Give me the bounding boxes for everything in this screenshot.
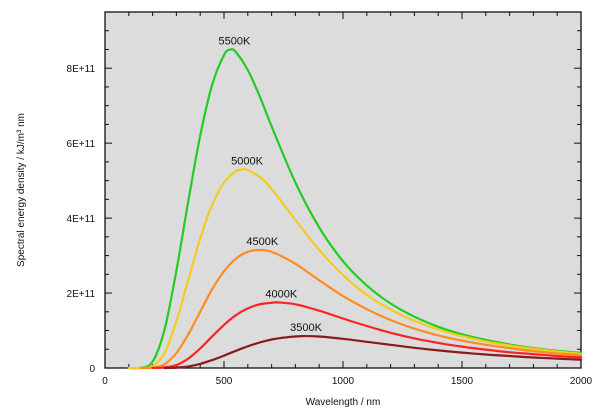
y-tick-label: 0 <box>89 364 95 375</box>
series-line-5000k <box>127 168 583 370</box>
x-tick-label: 2000 <box>570 376 593 387</box>
series-label-4500k: 4500K <box>246 236 278 248</box>
y-axis-label: Spectral energy density / kJ/m³ nm <box>16 113 27 267</box>
series-lines <box>127 48 583 370</box>
series-label-3500k: 3500K <box>290 322 322 334</box>
axis-ticks: 0 500 1000 1500 2000 0 2E+11 4E+11 6E+11 8E+11 <box>67 11 593 387</box>
x-axis-label: Wavelength / nm <box>306 397 381 408</box>
y-tick-label: 8E+11 <box>67 64 96 75</box>
series-line-3500k <box>163 334 583 370</box>
series-label-4000k: 4000K <box>265 288 297 300</box>
series-labels: 5500K 5000K 4500K 4000K 3500K <box>219 35 323 334</box>
series-label-5500k: 5500K <box>219 35 251 47</box>
y-tick-label: 2E+11 <box>67 289 96 300</box>
series-line-4500k <box>139 248 583 370</box>
series-label-5000k: 5000K <box>231 155 263 167</box>
plot-area <box>104 11 582 369</box>
y-tick-label: 6E+11 <box>67 139 96 150</box>
series-line-5500k <box>127 48 583 370</box>
x-tick-label: 0 <box>102 376 108 387</box>
y-tick-label: 4E+11 <box>67 214 96 225</box>
x-tick-label: 500 <box>216 376 233 387</box>
x-tick-label: 1500 <box>451 376 474 387</box>
series-line-4000k <box>151 301 583 370</box>
x-tick-label: 1000 <box>332 376 355 387</box>
